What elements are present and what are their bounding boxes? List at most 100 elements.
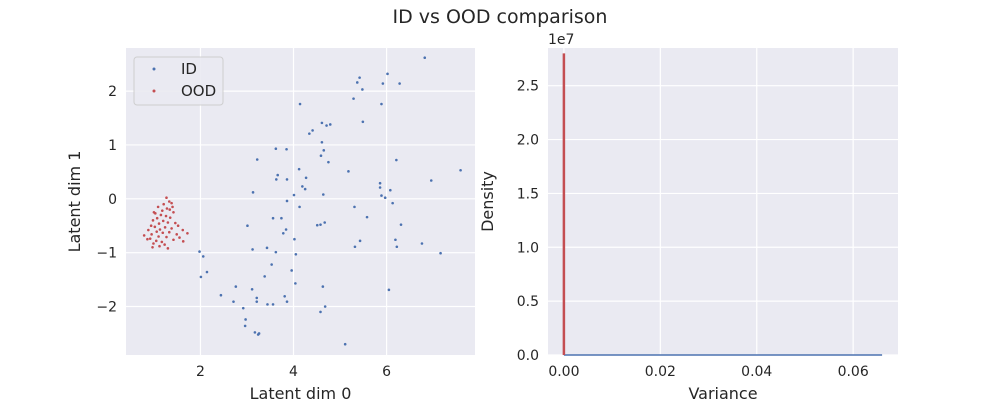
ood-point (159, 213, 163, 217)
density-plot: 0.00 0.02 0.04 0.06 0.0 0.5 1.0 1.5 2.0 2.5 Varian… (478, 32, 898, 400)
figure-title: ID vs OOD comparison (393, 6, 608, 28)
y-tick-label: 2.5 (517, 79, 539, 95)
ood-point (151, 219, 155, 222)
id-point (395, 245, 399, 249)
id-point (459, 168, 462, 172)
id-point (311, 129, 314, 132)
y-tick-label: 2 (108, 84, 117, 100)
ood-point (167, 230, 171, 234)
id-point (274, 147, 278, 151)
id-point (380, 102, 383, 106)
id-point (265, 246, 269, 250)
ood-point (178, 236, 181, 239)
id-point (315, 223, 319, 227)
id-point (241, 306, 245, 310)
id-point (285, 300, 289, 303)
id-point (439, 251, 442, 255)
ood-point (165, 196, 168, 200)
id-point (285, 178, 289, 181)
ood-point (151, 245, 154, 249)
id-point (399, 223, 403, 226)
id-point (290, 269, 293, 272)
ood-point (147, 228, 150, 232)
ood-point (149, 224, 153, 228)
ood-point (175, 233, 179, 236)
id-point (320, 140, 324, 144)
ood-point (142, 234, 146, 237)
id-point (378, 186, 382, 189)
y-tick-label: 0 (108, 192, 117, 208)
id-point (297, 167, 301, 171)
id-point (285, 199, 289, 203)
y-axis-label: Latent dim 1 (65, 151, 84, 253)
id-point (420, 242, 424, 245)
id-point (353, 245, 357, 249)
id-point (274, 250, 278, 254)
id-point (320, 121, 324, 125)
id-point (358, 239, 362, 243)
id-point (394, 238, 397, 242)
id-point (201, 255, 205, 258)
y-tick-label: 0.0 (517, 348, 539, 364)
id-point (253, 331, 257, 334)
ood-point (168, 208, 172, 211)
y-tick-label: 1.5 (517, 186, 539, 202)
x-axis-label: Variance (688, 384, 757, 400)
id-point (198, 250, 201, 253)
ood-point (155, 216, 159, 220)
id-point (219, 293, 223, 297)
id-point (246, 224, 249, 228)
id-point (251, 248, 254, 251)
x-tick-label: 2 (196, 364, 205, 380)
id-point (234, 285, 238, 288)
y-tick-label: −1 (96, 246, 117, 262)
legend-label-id: ID (181, 60, 197, 78)
id-point (294, 282, 297, 285)
ood-point (174, 221, 177, 225)
ood-point (163, 226, 167, 229)
id-point (381, 82, 385, 85)
id-point (244, 318, 247, 321)
id-point (275, 178, 278, 181)
id-point (280, 216, 283, 220)
id-point (322, 149, 326, 152)
ood-point (160, 240, 164, 244)
ood-point (168, 216, 172, 219)
id-point (378, 181, 382, 185)
ood-point (170, 227, 173, 230)
ood-point (172, 238, 175, 242)
id-point (251, 191, 255, 194)
id-point (319, 223, 322, 226)
y-tick-label: −2 (96, 300, 117, 316)
axes-background (548, 48, 898, 355)
series-id (198, 56, 462, 346)
ood-point (166, 221, 170, 224)
ood-point (152, 242, 155, 245)
id-point (323, 221, 326, 224)
ood-point (164, 214, 168, 218)
id-point (386, 72, 389, 76)
id-point (395, 158, 398, 162)
x-tick-label: 0.06 (838, 364, 869, 380)
y-tick-label: 0.5 (517, 294, 539, 310)
id-point (387, 288, 391, 292)
x-axis-label: Latent dim 0 (250, 384, 352, 400)
id-point (284, 228, 288, 231)
id-point (263, 275, 266, 278)
id-point (365, 215, 369, 219)
ood-point (166, 247, 170, 250)
ood-point (181, 240, 185, 243)
id-point (321, 285, 325, 288)
y-axis-label: Density (478, 171, 497, 232)
id-point (319, 154, 323, 158)
id-point (347, 170, 350, 173)
id-point (298, 102, 302, 106)
id-point (308, 132, 311, 135)
id-point (199, 275, 203, 279)
id-point (304, 176, 308, 180)
ood-point (157, 222, 161, 225)
ood-point (156, 205, 160, 209)
ood-point (167, 200, 171, 203)
ood-point (148, 237, 152, 240)
